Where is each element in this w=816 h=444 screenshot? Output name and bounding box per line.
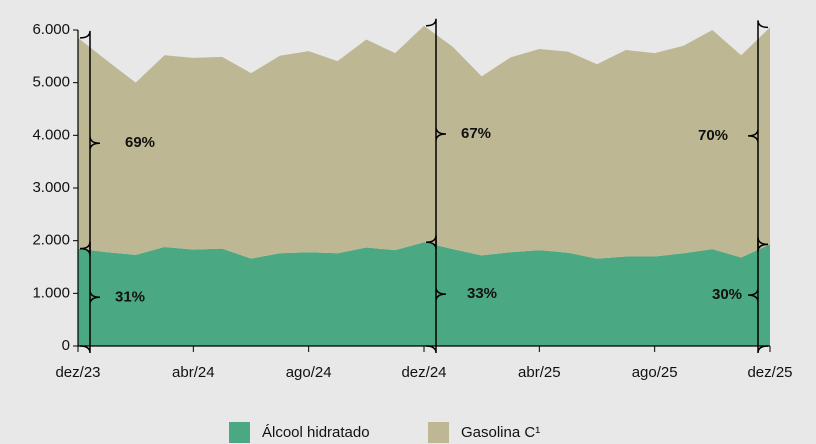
x-tick-label: dez/25 <box>747 364 792 381</box>
annotation: 30% <box>712 286 742 303</box>
y-tick-label: 1.000 <box>32 284 70 301</box>
y-tick-label: 5.000 <box>32 74 70 91</box>
y-tick-label: 6.000 <box>32 21 70 38</box>
area <box>78 242 770 346</box>
x-tick-label: ago/24 <box>286 364 332 381</box>
y-tick-label: 3.000 <box>32 179 70 196</box>
legend-swatch <box>229 422 250 443</box>
x-tick-label: abr/25 <box>518 364 561 381</box>
y-tick-label: 4.000 <box>32 126 70 143</box>
brace <box>79 30 101 256</box>
annotation: 31% <box>115 288 145 305</box>
y-tick-label: 2.000 <box>32 232 70 249</box>
legend-swatch <box>428 422 449 443</box>
brace <box>425 18 447 250</box>
annotation: 69% <box>125 134 155 151</box>
legend-label: Álcool hidratado <box>262 424 370 441</box>
legend-label: Gasolina C¹ <box>461 424 540 441</box>
annotation: 33% <box>467 285 497 302</box>
annotation: 70% <box>698 127 728 144</box>
annotation: 67% <box>461 125 491 142</box>
x-tick-label: abr/24 <box>172 364 215 381</box>
area <box>78 25 770 259</box>
x-tick-label: dez/23 <box>55 364 100 381</box>
y-tick-label: 0 <box>62 337 70 354</box>
brace <box>747 20 769 252</box>
x-tick-label: dez/24 <box>401 364 446 381</box>
x-tick-label: ago/25 <box>632 364 678 381</box>
